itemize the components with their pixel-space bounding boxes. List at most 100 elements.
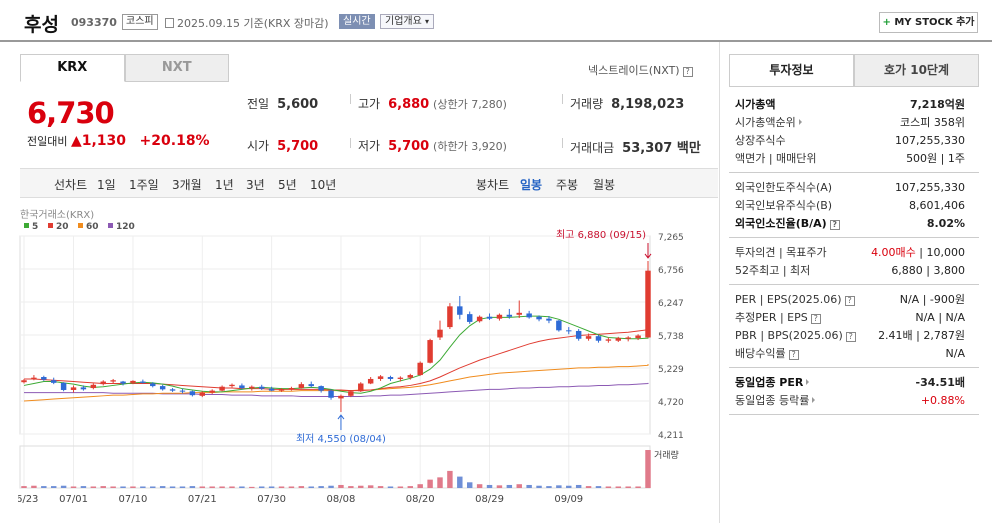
volume-bar bbox=[466, 482, 473, 488]
info-row: 외국인보유주식수(B) 8,601,406 bbox=[729, 197, 979, 215]
volume-bar bbox=[397, 486, 404, 488]
chevron-down-icon: ▾ bbox=[425, 17, 430, 26]
tab-orderbook[interactable]: 호가 10단계 bbox=[854, 54, 979, 87]
candle-body bbox=[377, 376, 384, 379]
candle-weekly[interactable]: 주봉 bbox=[556, 178, 579, 192]
volume-bar bbox=[348, 486, 354, 488]
period-10y[interactable]: 10년 bbox=[310, 178, 337, 192]
low-price: 저가 5,700 (하한가 3,920) bbox=[358, 137, 507, 154]
x-tick-label: 09/09 bbox=[554, 494, 583, 505]
volume: 거래량 8,198,023 bbox=[570, 95, 684, 112]
candle-body bbox=[219, 386, 225, 391]
candle-body bbox=[100, 381, 106, 385]
volume-label: 거래량 bbox=[654, 449, 679, 461]
volume-bar bbox=[318, 486, 324, 488]
period-3y[interactable]: 3년 bbox=[246, 178, 265, 192]
info-value: N/A bbox=[945, 347, 965, 360]
legend-swatch bbox=[48, 223, 53, 228]
open-label: 시가 bbox=[247, 139, 270, 153]
date-info: 2025.09.15 기준(KRX 장마감) bbox=[165, 15, 329, 31]
column-divider bbox=[719, 42, 720, 523]
realtime-button[interactable]: 실시간 bbox=[339, 14, 375, 29]
change-value: ▲1,130 bbox=[70, 133, 127, 149]
min-label: 최저 4,550 (08/04) bbox=[296, 433, 386, 445]
max-label: 최고 6,880 (09/15) bbox=[556, 229, 646, 241]
legend-label: 120 bbox=[116, 222, 135, 232]
candle-body bbox=[595, 336, 602, 341]
volume-bar bbox=[516, 484, 522, 488]
volume-bar bbox=[437, 477, 443, 488]
volume-bar bbox=[199, 486, 206, 488]
candle-body bbox=[645, 270, 651, 338]
candle-monthly[interactable]: 월봉 bbox=[593, 178, 616, 192]
candle-body bbox=[60, 382, 67, 390]
candle-body bbox=[387, 377, 394, 379]
volume-bar bbox=[308, 486, 314, 488]
candle-daily[interactable]: 일봉 bbox=[520, 178, 543, 192]
volume-bar bbox=[130, 486, 136, 488]
info-label: 상장주식수 bbox=[735, 134, 786, 147]
lower-limit: (하한가 3,920) bbox=[433, 140, 507, 153]
volume-bar bbox=[575, 484, 582, 488]
help-icon[interactable]: ? bbox=[682, 67, 693, 77]
stock-chart[interactable]: 한국거래소(KRX) 5 20 60 120 7,265 6,756 6,247 5,738 5,… bbox=[10, 205, 718, 505]
volume-bar bbox=[358, 485, 364, 488]
arrow-right-icon[interactable] bbox=[798, 119, 802, 125]
y-tick-label: 5,738 bbox=[658, 332, 684, 342]
tab-invest-info[interactable]: 투자정보 bbox=[729, 54, 854, 87]
arrow-right-icon[interactable] bbox=[806, 379, 810, 385]
corp-info-label: 기업개요 bbox=[385, 16, 422, 27]
line-chart-label: 선차트 bbox=[54, 178, 88, 192]
candle-body bbox=[427, 340, 433, 363]
prev-close: 전일 5,600 bbox=[247, 95, 318, 112]
info-row: 배당수익률? N/A bbox=[729, 345, 979, 363]
volume-bar bbox=[288, 486, 295, 488]
nextrade-link[interactable]: 넥스트레이드(NXT)? bbox=[588, 62, 693, 78]
right-tabs: 투자정보 호가 10단계 bbox=[729, 54, 979, 87]
arrow-right-icon[interactable] bbox=[812, 397, 816, 403]
help-icon[interactable]: ? bbox=[788, 350, 799, 360]
period-1w[interactable]: 1주일 bbox=[129, 178, 159, 192]
volume-bar bbox=[486, 484, 493, 488]
candle-body bbox=[229, 384, 235, 387]
help-icon[interactable]: ? bbox=[844, 296, 855, 306]
market-badge: 코스피 bbox=[122, 14, 158, 30]
stock-name: 후성 bbox=[24, 14, 59, 36]
min-arrow-head bbox=[337, 414, 345, 420]
mystock-add-button[interactable]: + MY STOCK 추가 bbox=[879, 12, 978, 33]
mystock-label: MY STOCK 추가 bbox=[894, 17, 975, 28]
info-group: 동일업종 PER -34.51배 동일업종 등락률 +0.88% bbox=[729, 368, 979, 415]
period-5y[interactable]: 5년 bbox=[278, 178, 297, 192]
tab-krx[interactable]: KRX bbox=[20, 54, 125, 82]
x-tick-label: 08/20 bbox=[406, 494, 435, 505]
info-label: 외국인보유주식수(B) bbox=[735, 199, 833, 212]
info-row: 52주최고 | 최저 6,880 | 3,800 bbox=[729, 262, 979, 280]
change-label: 전일대비 bbox=[27, 135, 68, 148]
period-3m[interactable]: 3개월 bbox=[172, 178, 202, 192]
candle-body bbox=[90, 384, 97, 389]
info-label: 동일업종 PER bbox=[735, 374, 810, 392]
volume-bar bbox=[506, 484, 513, 488]
info-value: +0.88% bbox=[920, 394, 965, 407]
candle-body bbox=[159, 386, 166, 390]
candle-body bbox=[239, 385, 245, 389]
candle-body bbox=[367, 378, 374, 384]
x-tick-label: 07/01 bbox=[59, 494, 88, 505]
volume-bar bbox=[645, 450, 651, 488]
period-1y[interactable]: 1년 bbox=[215, 178, 234, 192]
info-row: 동일업종 PER -34.51배 bbox=[729, 374, 979, 392]
info-value: 7,218억원 bbox=[909, 98, 965, 111]
corp-info-dropdown[interactable]: 기업개요 ▾ bbox=[380, 14, 435, 29]
y-tick-label: 6,756 bbox=[658, 266, 684, 276]
help-icon[interactable]: ? bbox=[845, 332, 856, 342]
volume-bar bbox=[328, 485, 334, 488]
period-1d[interactable]: 1일 bbox=[97, 178, 116, 192]
help-icon[interactable]: ? bbox=[829, 220, 840, 230]
candle-body bbox=[70, 387, 77, 390]
help-icon[interactable]: ? bbox=[810, 314, 821, 324]
tab-nxt[interactable]: NXT bbox=[124, 54, 229, 82]
divider bbox=[562, 138, 563, 148]
info-row: PBR | BPS(2025.06)? 2.41배 | 2,787원 bbox=[729, 327, 979, 345]
volume-bar bbox=[585, 486, 592, 488]
chart-svg[interactable]: 한국거래소(KRX)5 20 60 120 7,265 6,756 6,247 5,738 5,… bbox=[10, 205, 718, 505]
